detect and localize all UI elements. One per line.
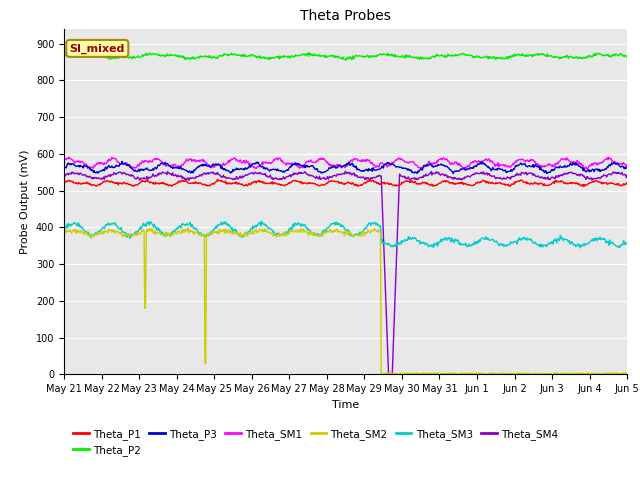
Title: Theta Probes: Theta Probes: [300, 10, 391, 24]
Theta_SM1: [404, 160, 412, 166]
Theta_P2: [126, 55, 134, 61]
Theta_SM1: [259, 159, 266, 165]
Theta_P1: [580, 184, 588, 190]
Theta_SM3: [623, 240, 631, 246]
Theta_P3: [230, 168, 238, 173]
Line: Theta_SM1: Theta_SM1: [64, 157, 627, 169]
Text: SI_mixed: SI_mixed: [70, 43, 125, 54]
Theta_P1: [214, 177, 221, 182]
Line: Theta_SM3: Theta_SM3: [64, 221, 627, 248]
Theta_SM3: [577, 245, 584, 251]
Theta_SM4: [60, 174, 68, 180]
Theta_P3: [404, 166, 412, 172]
Theta_SM2: [60, 230, 68, 236]
Theta_SM1: [280, 160, 287, 166]
Theta_SM4: [279, 175, 287, 180]
Line: Theta_SM2: Theta_SM2: [64, 228, 627, 374]
Theta_SM4: [385, 372, 392, 377]
Theta_SM3: [258, 218, 266, 224]
Theta_SM2: [280, 233, 287, 239]
Theta_P3: [259, 163, 266, 169]
Theta_SM4: [437, 172, 445, 178]
Theta_SM1: [436, 156, 444, 162]
Theta_SM4: [623, 172, 631, 178]
Theta_P2: [623, 54, 631, 60]
Theta_SM4: [126, 173, 134, 179]
Theta_P3: [436, 162, 444, 168]
Line: Theta_P2: Theta_P2: [64, 53, 627, 60]
Theta_SM4: [405, 176, 413, 181]
Y-axis label: Probe Output (mV): Probe Output (mV): [20, 149, 30, 254]
Theta_SM2: [623, 371, 631, 377]
Theta_SM3: [404, 234, 412, 240]
Theta_SM1: [60, 157, 68, 163]
Theta_P3: [118, 158, 126, 164]
Theta_SM2: [259, 229, 266, 235]
Theta_SM2: [126, 233, 134, 239]
Theta_P1: [126, 182, 134, 188]
Theta_P2: [279, 55, 287, 60]
Theta_P2: [230, 51, 237, 57]
Theta_SM1: [584, 167, 591, 172]
Theta_P2: [305, 50, 313, 56]
Line: Theta_P3: Theta_P3: [64, 161, 627, 174]
Theta_SM1: [623, 162, 631, 168]
Theta_P1: [623, 180, 631, 185]
Theta_SM1: [127, 164, 134, 169]
Theta_SM3: [126, 236, 134, 241]
Theta_SM4: [230, 176, 237, 181]
Theta_P3: [60, 165, 68, 170]
Theta_SM3: [60, 227, 68, 232]
Theta_P2: [258, 56, 266, 61]
Theta_SM4: [258, 171, 266, 177]
Theta_P1: [230, 180, 238, 186]
Theta_SM3: [230, 228, 237, 233]
Theta_SM2: [184, 225, 192, 230]
Theta_P3: [449, 171, 457, 177]
Theta_P3: [623, 165, 631, 170]
X-axis label: Time: Time: [332, 400, 359, 409]
Legend: Theta_P1, Theta_P2, Theta_P3, Theta_SM1, Theta_SM2, Theta_SM3, Theta_SM4: Theta_P1, Theta_P2, Theta_P3, Theta_SM1,…: [69, 424, 562, 460]
Theta_P2: [437, 53, 445, 59]
Theta_P1: [259, 179, 266, 184]
Line: Theta_SM4: Theta_SM4: [64, 171, 627, 374]
Line: Theta_P1: Theta_P1: [64, 180, 627, 187]
Theta_SM1: [65, 155, 73, 160]
Theta_P2: [60, 54, 68, 60]
Theta_P1: [280, 182, 287, 188]
Theta_SM3: [259, 220, 266, 226]
Theta_P1: [436, 180, 444, 186]
Theta_SM1: [230, 155, 238, 161]
Theta_SM4: [341, 168, 349, 174]
Theta_P3: [280, 168, 287, 174]
Theta_SM2: [404, 371, 412, 376]
Theta_P2: [405, 53, 413, 59]
Theta_P1: [404, 179, 412, 184]
Theta_SM2: [230, 229, 238, 235]
Theta_P1: [60, 180, 68, 186]
Theta_SM3: [280, 231, 287, 237]
Theta_SM2: [436, 371, 444, 377]
Theta_SM2: [455, 372, 463, 377]
Theta_SM3: [436, 240, 444, 245]
Theta_P3: [127, 164, 134, 170]
Theta_P2: [341, 57, 349, 63]
